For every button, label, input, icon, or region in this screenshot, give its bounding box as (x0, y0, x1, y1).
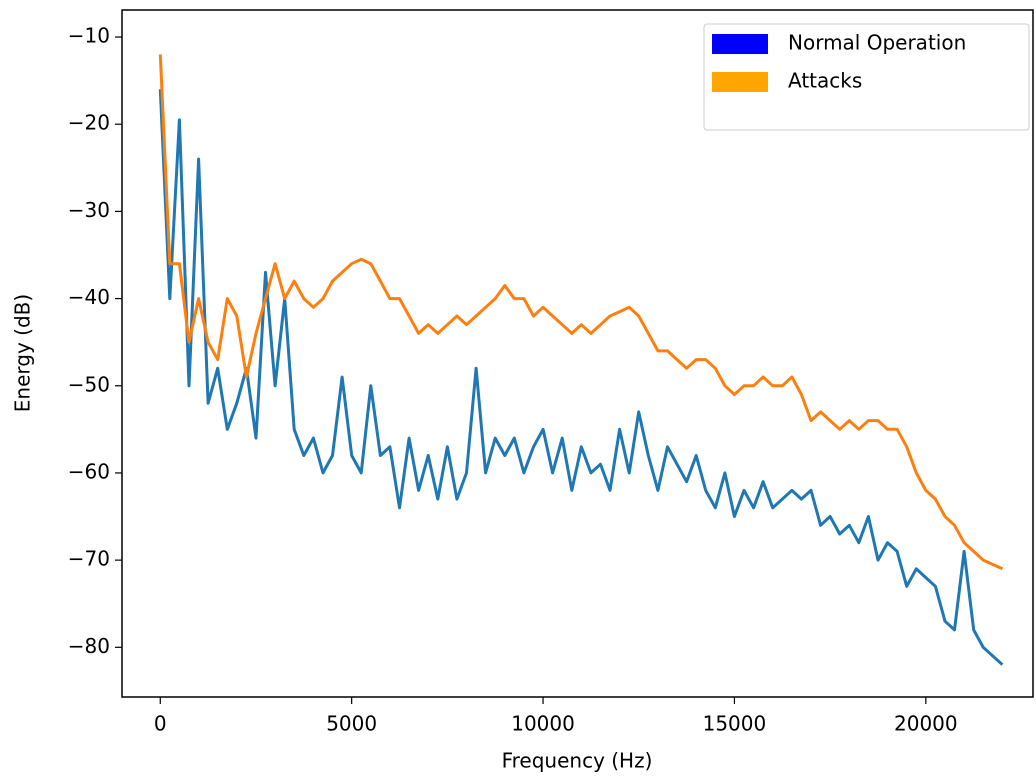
y-tick-label: −60 (68, 459, 110, 483)
y-tick-label: −20 (68, 111, 110, 135)
legend-label: Normal Operation (788, 31, 966, 55)
legend-box (703, 23, 1030, 131)
y-axis-label: Energy (dB) (11, 294, 35, 412)
y-tick-label: −50 (68, 372, 110, 396)
y-tick-label: −10 (68, 24, 110, 48)
series-line (158, 54, 1004, 571)
x-axis-label: Frequency (Hz) (502, 749, 653, 773)
x-tick-label: 10000 (511, 712, 575, 736)
y-tick-label: −40 (68, 285, 110, 309)
y-tick-label: −30 (68, 198, 110, 222)
legend-swatch (712, 72, 768, 92)
legend-label: Attacks (788, 69, 862, 93)
x-tick-label: 0 (154, 712, 167, 736)
y-tick-label: −80 (68, 634, 110, 658)
series-line (158, 89, 1004, 666)
y-tick-label: −70 (68, 547, 110, 571)
x-tick-label: 15000 (703, 712, 767, 736)
legend-swatch (712, 34, 768, 54)
x-tick-label: 5000 (326, 712, 377, 736)
plot-frame (121, 9, 1034, 698)
x-tick-label: 20000 (894, 712, 958, 736)
